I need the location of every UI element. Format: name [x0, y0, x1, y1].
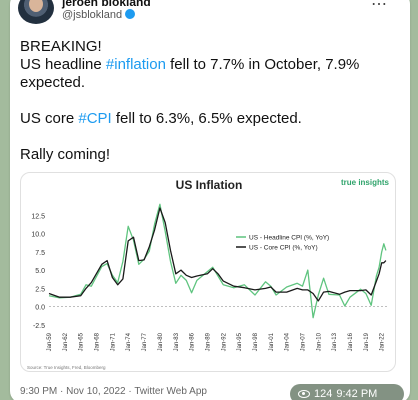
y-tick-label: 0.0 — [35, 305, 45, 312]
inflation-chart: US Inflation true insights 12.5 10.0 7.5 5.0 2… — [27, 178, 390, 370]
message-status: 124 9:42 PM — [290, 384, 404, 400]
post-footer: 9:30 PM · Nov 10, 2022 · Twitter Web App — [20, 386, 207, 397]
chart-image[interactable]: US Inflation true insights 12.5 10.0 7.5 5.0 2… — [20, 172, 396, 372]
legend-label: US - Headline CPI (%, YoY) — [249, 235, 329, 242]
x-tick-label: Jan-83 — [174, 332, 180, 351]
y-tick-label: 2.5 — [35, 286, 45, 293]
avatar[interactable] — [18, 0, 54, 24]
tweet-paragraph: BREAKING! US headline #inflation fell to … — [20, 38, 360, 91]
x-tick-label: Jan-89 — [205, 332, 211, 351]
x-tick-label: Jan-59 — [47, 332, 53, 351]
x-tick-label: Jan-10 — [316, 332, 322, 351]
message-time: 9:42 PM — [336, 388, 378, 400]
x-tick-label: Jan-07 — [301, 332, 307, 351]
x-tick-label: Jan-01 — [269, 332, 275, 351]
y-tick-label: 5.0 — [35, 268, 45, 275]
x-tick-label: Jan-62 — [63, 332, 69, 351]
x-tick-label: Jan-71 — [110, 332, 116, 351]
x-tick-label: Jan-80 — [158, 332, 164, 351]
author-handle[interactable]: @jsblokland — [62, 9, 123, 21]
x-tick-label: Jan-19 — [364, 332, 370, 351]
x-tick-label: Jan-98 — [253, 332, 259, 351]
x-tick-label: Jan-65 — [79, 332, 85, 351]
chart-source: Source: True Insights, Fred, Bloomberg — [27, 365, 106, 370]
y-tick-label: 10.0 — [31, 232, 45, 239]
y-tick-label: -2.5 — [33, 323, 45, 330]
brand-logo: true insights — [341, 178, 390, 187]
hashtag-link[interactable]: #inflation — [105, 56, 166, 73]
hashtag-link[interactable]: #CPI — [78, 110, 112, 127]
views-count: 124 — [314, 388, 333, 400]
y-tick-label: 12.5 — [31, 213, 45, 220]
post-header: jeroen blokland @jsblokland ⋯ — [10, 0, 400, 26]
more-options-icon[interactable]: ⋯ — [371, 0, 388, 13]
y-tick-label: 7.5 — [35, 250, 45, 257]
avatar-face — [29, 0, 43, 12]
x-tick-label: Jan-04 — [285, 332, 291, 351]
x-tick-label: Jan-95 — [237, 332, 243, 351]
tweet-text: BREAKING! US headline #inflation fell to … — [20, 38, 400, 182]
author-handle-row: @jsblokland — [62, 9, 136, 21]
x-tick-label: Jan-92 — [221, 332, 227, 351]
chart-title: US Inflation — [176, 178, 243, 192]
series-line-core — [48, 207, 387, 302]
x-tick-label: Jan-13 — [332, 332, 338, 351]
x-tick-label: Jan-22 — [380, 332, 386, 351]
legend-label: US - Core CPI (%, YoY) — [249, 245, 318, 252]
x-tick-label: Jan-74 — [126, 332, 132, 351]
tweet-paragraph: Rally coming! — [20, 146, 111, 163]
x-tick-label: Jan-86 — [190, 332, 196, 351]
views-icon — [298, 390, 310, 398]
x-tick-label: Jan-77 — [142, 332, 148, 351]
author-name[interactable]: jeroen blokland — [62, 0, 151, 9]
tweet-paragraph: US core #CPI fell to 6.3%, 6.5% expected… — [20, 110, 302, 127]
x-tick-label: Jan-68 — [95, 332, 101, 351]
series-line-headline — [48, 203, 387, 319]
verified-icon — [125, 9, 136, 19]
x-tick-label: Jan-16 — [348, 332, 354, 351]
